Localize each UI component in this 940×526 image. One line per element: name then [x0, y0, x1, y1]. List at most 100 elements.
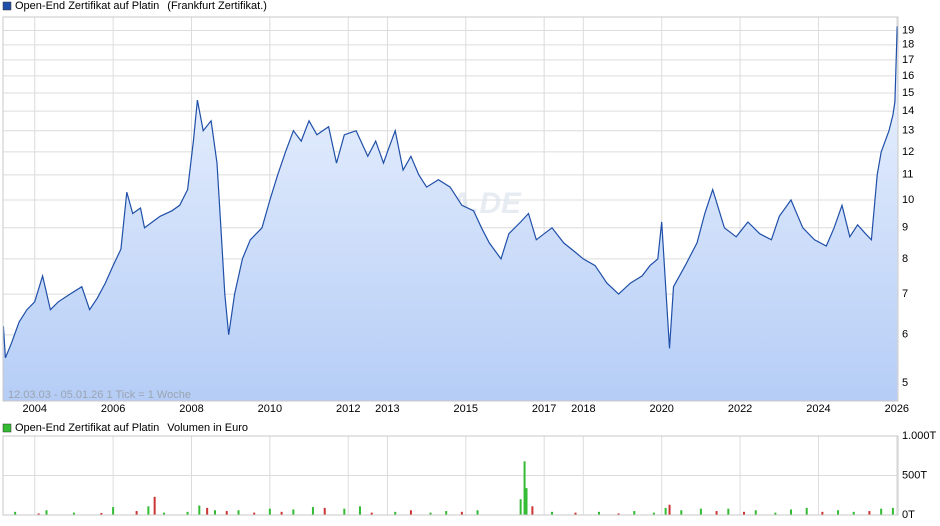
plot-frame	[2, 16, 899, 402]
volume-bar	[715, 511, 718, 515]
x-tick-label: 2010	[258, 403, 282, 415]
volume-bar	[72, 512, 75, 515]
volume-bar	[837, 510, 840, 515]
x-tick-label: 2024	[806, 403, 830, 415]
volume-bar	[519, 499, 522, 515]
y-tick-label: 16	[902, 70, 914, 82]
legend-source: (Frankfurt Zertifikat.)	[167, 0, 267, 12]
volume-bar	[805, 507, 808, 515]
x-tick-label: 2020	[649, 403, 673, 415]
y-tick-label: 15	[902, 87, 914, 99]
price-line	[2, 26, 898, 359]
volume-bar	[699, 508, 702, 515]
x-tick-label: 2026	[885, 403, 909, 415]
x-tick-label: 2018	[571, 403, 595, 415]
x-tick-label: 2022	[728, 403, 752, 415]
x-tick-label: 2013	[375, 403, 399, 415]
y-tick-label: 19	[902, 24, 914, 36]
y-tick-label: 17	[902, 54, 914, 66]
volume-bar	[790, 509, 793, 515]
y-tick-label: 8	[902, 253, 908, 265]
legend-swatch	[2, 1, 12, 11]
volume-bar	[163, 512, 166, 515]
volume-bar	[206, 507, 209, 515]
price-area	[3, 26, 898, 402]
volume-bar	[754, 510, 757, 515]
range-label: 12.03.03 - 05.01.26 1 Tick = 1 Woche	[8, 389, 191, 401]
volume-bar	[429, 512, 432, 515]
y-tick-label: 11	[902, 169, 913, 181]
volume-bar	[550, 511, 553, 515]
legend-unit: Volumen in Euro	[167, 422, 248, 434]
volume-bar	[891, 507, 894, 515]
x-tick-label: 2015	[454, 403, 478, 415]
volume-bar	[652, 512, 655, 515]
volume-bar	[868, 511, 871, 515]
volume-bar	[213, 510, 216, 515]
volume-bar	[617, 513, 620, 515]
volume-bar	[476, 510, 479, 515]
volume-bar	[664, 507, 667, 515]
y-tick-label: 10	[902, 194, 914, 206]
volume-bar	[323, 507, 326, 515]
x-tick-label: 2004	[22, 403, 46, 415]
x-tick-label: 2017	[532, 403, 556, 415]
x-tick-label: 2008	[179, 403, 203, 415]
volume-bar	[460, 511, 463, 515]
volume-bar	[680, 510, 683, 515]
volume-bar	[370, 512, 373, 515]
y-tick-label: 6	[902, 329, 908, 341]
volume-bar	[523, 461, 526, 515]
volume-bar	[153, 496, 156, 515]
y-tick-label: 5	[902, 377, 908, 389]
volume-bar	[311, 507, 314, 515]
y-tick-label: 14	[902, 105, 914, 117]
volume-bar	[358, 506, 361, 515]
volume-bar	[237, 510, 240, 515]
volume-bar	[280, 511, 283, 515]
y-tick-label: 12	[902, 146, 914, 158]
volume-bar	[45, 510, 48, 515]
volume-bar	[525, 488, 528, 515]
volume-bar	[253, 512, 256, 515]
volume-bar	[292, 509, 295, 515]
volume-bar	[821, 511, 824, 515]
volume-bar	[880, 508, 883, 515]
y-tick-label: 500T	[902, 469, 927, 481]
volume-bar	[598, 511, 601, 515]
x-tick-label: 2012	[336, 403, 360, 415]
volume-bar	[743, 511, 746, 515]
volume-bar	[343, 508, 346, 515]
volume-bar	[633, 511, 636, 515]
volume-bar	[852, 511, 855, 515]
volume-bar	[727, 508, 730, 515]
volume-bar	[394, 511, 397, 515]
volume-bar	[445, 511, 448, 515]
volume-bar	[186, 511, 189, 515]
volume-bar	[225, 511, 228, 515]
legend-label: Open-End Zertifikat auf Platin	[15, 0, 159, 12]
volume-bar	[268, 508, 271, 515]
x-tick-label: 2006	[101, 403, 125, 415]
volume-bar	[668, 504, 671, 515]
volume-bar	[531, 506, 534, 515]
y-tick-label: 0T	[902, 509, 915, 521]
legend-swatch	[2, 423, 12, 433]
volume-bar	[574, 512, 577, 515]
volume-bar	[774, 512, 777, 515]
volume-bar	[37, 513, 40, 515]
volume-bar	[135, 511, 138, 515]
y-tick-label: 13	[902, 125, 914, 137]
volume-bar	[409, 510, 412, 515]
y-tick-label: 9	[902, 222, 908, 234]
y-tick-label: 18	[902, 39, 914, 51]
volume-bar	[198, 505, 201, 515]
y-tick-label: 1.000T	[902, 430, 937, 442]
volume-bar	[100, 513, 103, 515]
volume-bar	[14, 511, 17, 515]
volume-bar	[147, 506, 150, 515]
y-tick-label: 7	[902, 288, 908, 300]
volume-bar	[112, 507, 115, 515]
plot-frame	[2, 435, 899, 516]
